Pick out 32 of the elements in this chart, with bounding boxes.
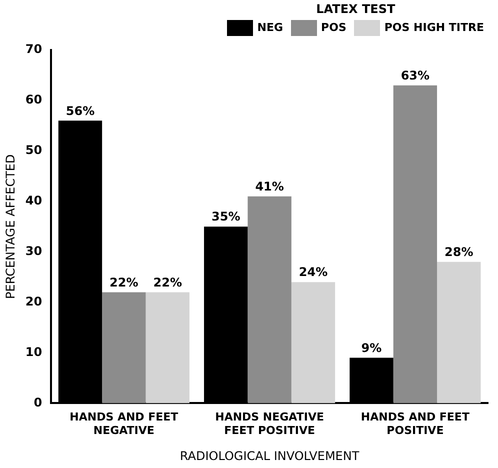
x-tick-label: HANDS AND FEET NEGATIVE	[70, 410, 179, 437]
y-axis-title: PERCENTAGE AFFECTED	[3, 154, 18, 299]
data-label: 22%	[153, 275, 182, 290]
y-tick-label: 30	[25, 244, 42, 258]
x-tick-label: HANDS NEGATIVE FEET POSITIVE	[215, 410, 324, 437]
legend-label: POS	[321, 21, 346, 34]
data-label: 35%	[211, 210, 240, 224]
bar	[146, 292, 190, 404]
legend-label: NEG	[257, 21, 284, 34]
data-label: 24%	[298, 265, 328, 280]
y-tick-label: 40	[25, 193, 42, 208]
data-label: 63%	[400, 68, 430, 82]
y-tick-label: 20	[25, 294, 42, 308]
x-tick-label: HANDS AND FEET POSITIVE	[360, 410, 470, 437]
x-axis-title: RADIOLOGICAL INVOLVEMENT	[180, 448, 360, 463]
bar	[291, 282, 336, 404]
y-tick-label: 10	[25, 344, 42, 359]
data-label: 28%	[444, 245, 474, 260]
data-label: 9%	[361, 340, 382, 355]
data-label: 56%	[66, 104, 95, 118]
bar	[248, 196, 292, 404]
bar	[437, 262, 481, 404]
y-tick-label: 60	[25, 92, 42, 107]
data-label: 22%	[110, 275, 138, 290]
data-label: 41%	[255, 179, 284, 194]
y-tick-label: 0	[34, 395, 42, 410]
bar	[393, 85, 438, 404]
y-tick-label: 70	[25, 42, 42, 56]
y-tick-label: 50	[25, 143, 42, 158]
bar	[102, 292, 146, 404]
legend-title: LATEX TEST	[315, 2, 396, 16]
legend-label: POS HIGH TITRE	[384, 21, 484, 34]
